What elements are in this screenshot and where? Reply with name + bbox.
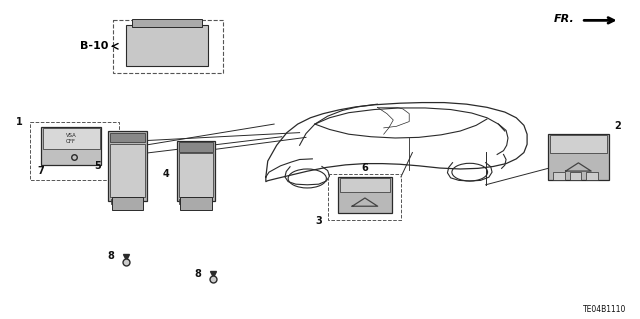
Bar [111, 199, 118, 204]
Text: 8: 8 [195, 269, 202, 278]
Bar [570, 172, 581, 180]
Bar [553, 172, 564, 180]
Bar [338, 177, 392, 213]
Bar [122, 199, 129, 204]
Bar [550, 135, 607, 152]
Bar [586, 172, 598, 180]
Bar [201, 199, 209, 204]
Bar [180, 197, 212, 210]
Text: 6: 6 [362, 163, 368, 173]
Bar [111, 197, 143, 210]
Bar [30, 122, 119, 180]
Bar [548, 134, 609, 180]
Text: 1: 1 [15, 117, 22, 127]
Text: 2: 2 [614, 122, 621, 131]
Bar [41, 127, 101, 165]
Text: 8: 8 [108, 251, 114, 262]
Text: 3: 3 [316, 216, 323, 226]
Bar [179, 142, 213, 152]
Bar [113, 20, 223, 73]
Bar [132, 19, 202, 27]
Bar [179, 199, 187, 204]
Bar [340, 178, 390, 192]
Text: TE04B1110: TE04B1110 [582, 305, 626, 314]
Bar [43, 128, 100, 149]
Text: B-10: B-10 [80, 41, 108, 51]
Text: 4: 4 [162, 168, 169, 179]
Text: FR.: FR. [554, 14, 575, 24]
Text: 7: 7 [38, 166, 44, 176]
Bar [179, 153, 213, 197]
Text: 5: 5 [94, 161, 100, 171]
Bar [177, 141, 215, 201]
Bar [110, 133, 145, 142]
Bar [132, 199, 140, 204]
Bar [108, 131, 147, 201]
Bar [125, 25, 209, 66]
Bar [328, 174, 401, 219]
Bar [190, 199, 198, 204]
Text: VSA
OFF: VSA OFF [66, 133, 77, 144]
Bar [110, 144, 145, 197]
